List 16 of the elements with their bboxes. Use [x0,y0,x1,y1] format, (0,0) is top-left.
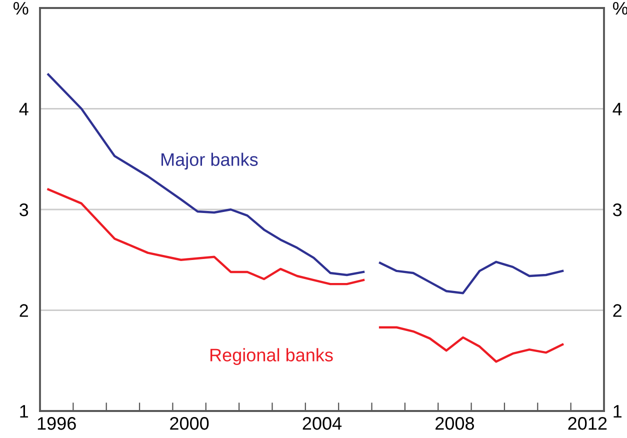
y2-tick-label: 3 [613,203,622,216]
x-tick-label: 2008 [436,417,474,430]
y-tick-label: 3 [20,203,28,216]
x-tick-label: 2000 [170,417,209,430]
y2-tick-label: 4 [612,102,622,116]
x-tick-label: 1996 [38,417,76,430]
y2-tick-label: 1 [614,405,622,418]
y-tick-label: 1 [20,405,28,418]
y-tick-label: 4 [19,102,28,116]
x-tick-label: 2004 [302,417,342,430]
y-tick-label: 2 [20,304,28,317]
text: Regional banks [210,348,333,366]
y2-tick-label: 2 [613,304,622,317]
series-label: Major banks [162,152,258,170]
y-tick-label: % [13,2,28,15]
x-tick-label: 2012 [568,417,607,430]
